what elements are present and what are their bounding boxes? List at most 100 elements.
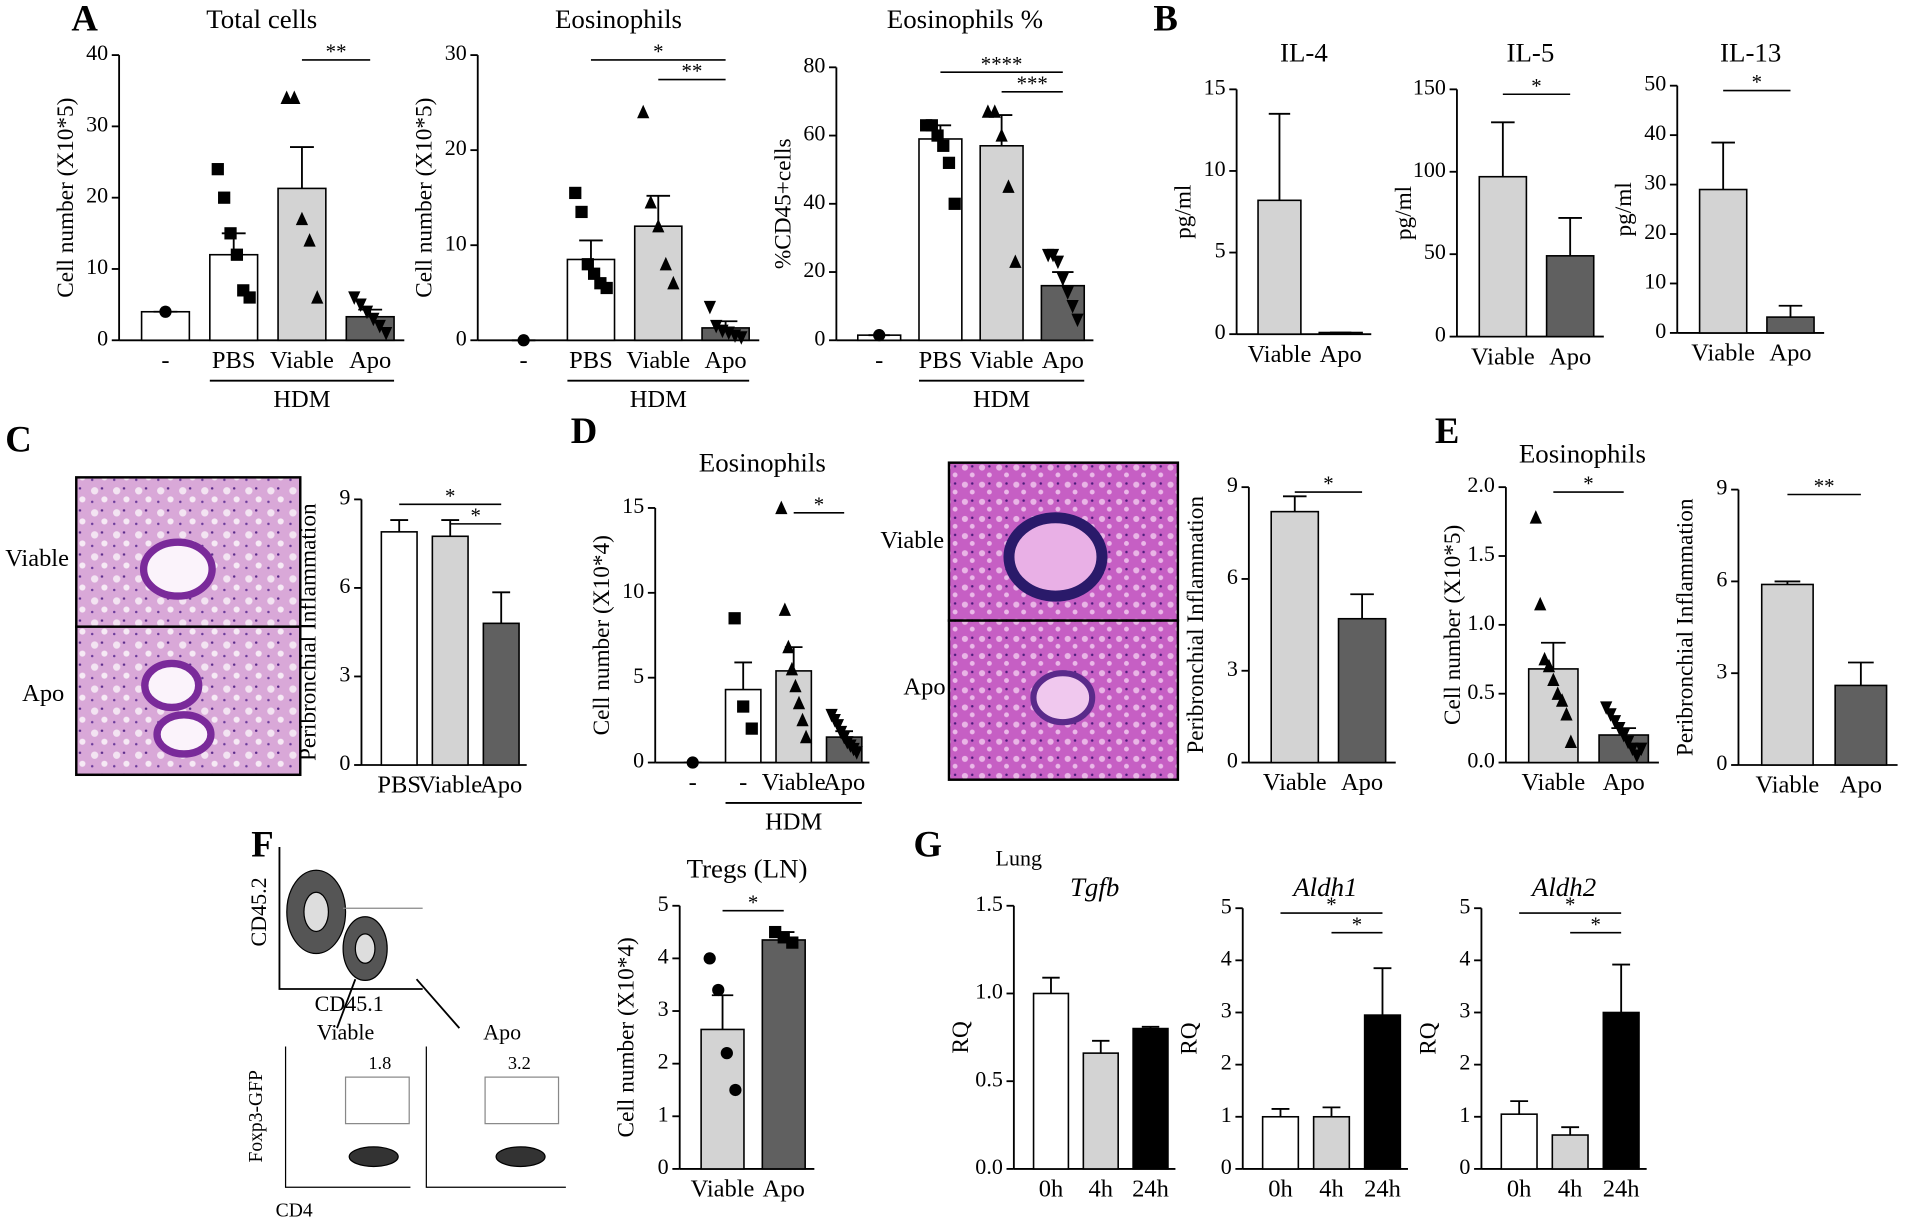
- y-tick-label: 0.0: [1467, 748, 1495, 773]
- y-tick-label: 100: [1413, 157, 1446, 182]
- error-bar: [1268, 112, 1291, 201]
- x-tick-label: 24h: [1132, 1176, 1169, 1203]
- y-tick-label: 1: [658, 1101, 669, 1126]
- bar: [1032, 992, 1070, 1170]
- data-point: [1051, 255, 1065, 270]
- x-tick-label: Viable: [270, 347, 334, 374]
- data-point: [937, 139, 950, 152]
- chart-title: Tregs (LN): [687, 854, 808, 884]
- x-tick-label: Viable: [1691, 340, 1755, 367]
- data-point: [925, 119, 938, 132]
- x-tick-label: Apo: [1320, 341, 1362, 368]
- error-bar: [1510, 1100, 1529, 1115]
- y-tick-label: 0: [658, 1154, 669, 1179]
- flow-plots: [278, 847, 566, 1188]
- bar: [380, 531, 418, 766]
- data-point: [831, 719, 845, 733]
- data-point: [745, 722, 758, 735]
- data-point: [288, 90, 301, 104]
- data-point: [1626, 742, 1639, 757]
- data-point: [1560, 707, 1573, 721]
- y-tick-label: 0: [339, 750, 350, 775]
- bar: [1337, 617, 1387, 764]
- y-tick-label: 10: [445, 230, 467, 255]
- x-tick-label: Apo: [480, 772, 522, 799]
- bar: [761, 939, 806, 1170]
- bar: [140, 310, 191, 342]
- data-point: [942, 156, 956, 169]
- y-tick-label: 40: [86, 40, 108, 65]
- chart-title: Tgfb: [1070, 872, 1119, 902]
- bar: [1602, 1011, 1640, 1170]
- flow-axis-label: CD4: [276, 1200, 313, 1221]
- y-tick-label: 6: [339, 573, 350, 598]
- data-point: [948, 197, 961, 210]
- x-tick-label: Viable: [1248, 341, 1312, 368]
- x-tick-label: 24h: [1603, 1176, 1640, 1203]
- y-tick-label: 1.5: [975, 891, 1003, 916]
- y-tick-label: 0: [1716, 750, 1727, 775]
- data-point: [367, 312, 380, 327]
- data-point: [224, 227, 237, 240]
- x-tick-label: Viable: [1263, 769, 1327, 796]
- y-tick-label: 5: [1221, 893, 1232, 918]
- data-point: [230, 248, 244, 261]
- data-point: [1555, 693, 1569, 707]
- y-tick-label: 5: [633, 663, 644, 688]
- x-tick-label: 24h: [1364, 1176, 1401, 1203]
- bar: [1545, 255, 1595, 338]
- data-point: [931, 129, 944, 142]
- y-tick-label: 0: [1435, 322, 1446, 347]
- y-axis-label: Peribronchial Inflammation: [1672, 498, 1698, 756]
- y-tick-label: 4: [658, 943, 669, 968]
- data-point: [712, 983, 725, 997]
- panel-letter: F: [251, 824, 273, 865]
- data-point: [569, 186, 582, 200]
- error-bar: [290, 146, 314, 189]
- bar: [209, 253, 259, 342]
- flow-population: [303, 891, 330, 933]
- panel-letter: B: [1153, 0, 1178, 38]
- chart-title: Eosinophils: [699, 447, 826, 477]
- gate-value: 3.2: [508, 1053, 531, 1073]
- flow-axis-label: Foxp3-GFP: [246, 1070, 267, 1163]
- bar: [1040, 284, 1086, 342]
- x-tick-label: Apo: [1769, 340, 1811, 367]
- y-tick-label: 80: [803, 52, 825, 77]
- significance-label: ***: [1017, 72, 1048, 95]
- bar: [1478, 175, 1528, 338]
- x-tick-label: PBS: [919, 347, 963, 374]
- arrow: [336, 978, 461, 1029]
- data-point: [737, 700, 750, 713]
- bar: [1834, 684, 1888, 766]
- data-point: [659, 256, 672, 271]
- y-tick-label: 4: [1459, 945, 1470, 970]
- data-point: [644, 195, 657, 209]
- bar: [431, 535, 469, 766]
- data-point: [792, 695, 806, 710]
- x-tick-label: PBS: [377, 772, 421, 799]
- x-tick-label: Apo: [823, 769, 865, 796]
- chart-title: Aldh2: [1530, 872, 1596, 902]
- panel-letters: A B C D E F G: [5, 0, 1459, 865]
- y-axis-label: Peribronchial Inflammation: [1183, 496, 1209, 754]
- data-point: [686, 756, 699, 769]
- flow-title: Viable: [317, 1019, 375, 1044]
- significance-label: *: [1531, 75, 1541, 98]
- bar: [918, 138, 963, 342]
- error-bar: [1322, 1106, 1341, 1117]
- y-tick-label: 4: [1221, 945, 1232, 970]
- data-point: [775, 500, 788, 515]
- y-tick-label: 5: [1215, 238, 1226, 263]
- significance-label: *: [814, 494, 824, 517]
- chart-title: Aldh1: [1291, 872, 1357, 902]
- data-point: [652, 218, 665, 233]
- y-tick-label: 6: [1227, 564, 1238, 589]
- flow-population: [348, 1146, 399, 1168]
- bar: [1257, 199, 1302, 335]
- significance-label: *: [1326, 894, 1336, 917]
- data-point: [995, 128, 1008, 142]
- y-tick-label: 5: [1459, 893, 1470, 918]
- x-tick-label: Viable: [418, 772, 482, 799]
- x-tick-label: PBS: [569, 347, 613, 374]
